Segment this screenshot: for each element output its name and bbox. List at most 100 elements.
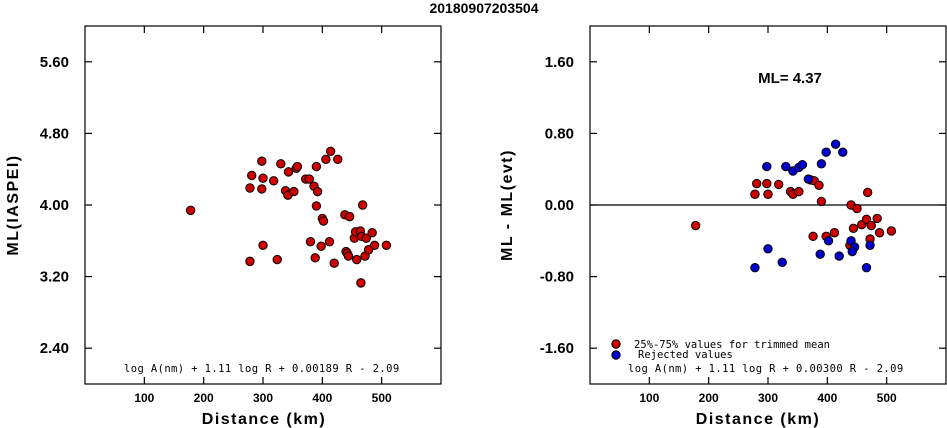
right-data-point-series-1 <box>865 240 875 250</box>
right-data-point-series-1 <box>777 257 787 267</box>
left-data-point-series-0 <box>344 211 355 222</box>
right-y-tick-label: 1.60 <box>545 54 574 71</box>
left-y-tick-label: 3.20 <box>40 269 69 286</box>
left-formula-annotation: log A(nm) + 1.11 log R + 0.00189 R - 2.0… <box>124 363 400 375</box>
left-x-tick-label: 200 <box>194 391 214 405</box>
left-data-point-series-0 <box>321 154 331 165</box>
right-data-point-series-1 <box>861 262 872 273</box>
right-x-tick-label: 300 <box>758 391 778 405</box>
right-data-point-series-0 <box>762 178 772 189</box>
left-data-point-series-0 <box>324 236 335 247</box>
right-formula-annotation: log A(nm) + 1.11 log R + 0.00300 R - 2.0… <box>628 363 904 375</box>
right-y-tick-label: 0.80 <box>545 125 574 142</box>
left-data-point-series-0 <box>311 201 322 211</box>
legend-label-trimmed: 25%-75% values for trimmed mean <box>634 339 830 351</box>
left-data-point-series-0 <box>258 240 268 250</box>
left-panel: 5.60 4.80 4.00 3.20 2.40 100 200 300 400 500 log … <box>5 25 442 428</box>
right-data-point-series-0 <box>816 196 827 207</box>
left-data-point-series-0 <box>356 278 366 288</box>
left-data-point-series-0 <box>361 233 371 243</box>
right-data-point-series-0 <box>872 213 882 224</box>
left-data-point-series-0 <box>312 186 323 197</box>
right-x-tick-label: 500 <box>877 391 897 405</box>
legend-marker-rejected <box>611 350 621 360</box>
figure-title: 20180907203504 <box>429 0 538 16</box>
left-x-tick-label: 300 <box>253 391 273 405</box>
right-data-point-series-1 <box>815 249 825 259</box>
right-panel: 1.60 0.80 0.00 -0.80 -1.60 100 200 300 400 500 ML… <box>499 25 947 428</box>
right-data-point-series-1 <box>821 147 831 157</box>
legend-marker-trimmed <box>611 339 621 349</box>
left-data-point-series-0 <box>257 184 267 194</box>
left-y-tick-label: 4.00 <box>40 197 69 214</box>
right-x-tick-label: 100 <box>639 391 659 405</box>
right-x-axis-label: Distance (km) <box>696 411 820 428</box>
ml-event-value: ML= 4.37 <box>758 70 822 87</box>
left-data-point-series-0 <box>272 254 282 265</box>
left-data-point-series-0 <box>247 170 257 181</box>
right-x-tick-label: 400 <box>817 391 837 405</box>
right-data-point-series-0 <box>773 179 784 190</box>
right-data-point-series-0 <box>752 178 762 189</box>
right-data-point-series-0 <box>862 187 873 198</box>
right-data-point-series-1 <box>797 160 808 170</box>
left-data-point-series-0 <box>276 159 286 169</box>
left-data-point-series-0 <box>289 186 299 197</box>
right-x-tick-label: 200 <box>699 391 719 405</box>
left-y-tick-label: 5.60 <box>40 54 69 71</box>
right-data-point-series-1 <box>750 262 760 273</box>
left-data-point-series-0 <box>258 173 268 183</box>
left-y-tick-label: 2.40 <box>40 340 69 357</box>
right-y-tick-label: -0.80 <box>540 269 574 286</box>
right-data-point-series-0 <box>829 228 840 238</box>
right-data-point-series-0 <box>690 220 701 231</box>
right-data-point-series-0 <box>814 180 824 191</box>
right-data-point-series-0 <box>750 189 760 199</box>
left-data-point-series-0 <box>381 240 392 250</box>
right-data-points <box>690 139 897 273</box>
left-data-point-series-0 <box>316 241 326 251</box>
left-data-point-series-0 <box>185 205 196 216</box>
left-data-point-series-0 <box>333 154 343 165</box>
right-data-point-series-1 <box>816 159 827 169</box>
legend-label-rejected: Rejected values <box>638 349 733 361</box>
left-data-point-series-0 <box>268 176 279 186</box>
left-data-point-series-0 <box>363 245 374 255</box>
right-data-point-series-0 <box>886 226 897 236</box>
right-ticks: 1.60 0.80 0.00 -0.80 -1.60 100 200 300 400 500 <box>540 26 946 405</box>
right-data-point-series-0 <box>794 186 804 197</box>
left-data-point-series-0 <box>367 228 377 238</box>
left-y-axis-label: ML(IASPEI) <box>5 154 22 255</box>
right-data-point-series-0 <box>852 203 862 214</box>
left-data-point-series-0 <box>352 254 362 265</box>
left-data-point-series-0 <box>311 161 322 172</box>
left-x-tick-label: 400 <box>312 391 332 405</box>
left-data-point-series-0 <box>305 236 316 247</box>
right-data-point-series-0 <box>763 189 773 199</box>
left-data-point-series-0 <box>343 251 354 261</box>
right-data-point-series-0 <box>874 228 885 238</box>
left-x-axis-label: Distance (km) <box>202 411 326 428</box>
right-y-axis-label: ML - ML(evt) <box>499 149 516 261</box>
left-data-point-series-0 <box>357 200 368 210</box>
left-x-tick-label: 100 <box>134 391 154 405</box>
left-plot-frame <box>84 25 442 385</box>
left-data-point-series-0 <box>310 253 320 263</box>
left-data-point-series-0 <box>245 183 255 193</box>
legend: 25%-75% values for trimmed mean Rejected… <box>611 339 830 361</box>
left-data-point-series-0 <box>318 216 329 226</box>
right-data-point-series-0 <box>848 223 859 233</box>
right-data-point-series-1 <box>830 139 841 149</box>
right-data-point-series-1 <box>834 251 844 261</box>
left-data-point-series-0 <box>292 161 303 172</box>
right-data-point-series-1 <box>803 174 814 184</box>
left-data-point-series-0 <box>325 146 336 157</box>
left-data-point-series-0 <box>283 167 294 177</box>
right-data-point-series-1 <box>823 236 834 246</box>
left-data-point-series-0 <box>245 256 255 267</box>
left-data-point-series-0 <box>304 174 314 184</box>
right-data-point-series-0 <box>861 214 872 225</box>
right-data-point-series-1 <box>781 161 791 172</box>
left-data-point-series-0 <box>329 258 339 268</box>
